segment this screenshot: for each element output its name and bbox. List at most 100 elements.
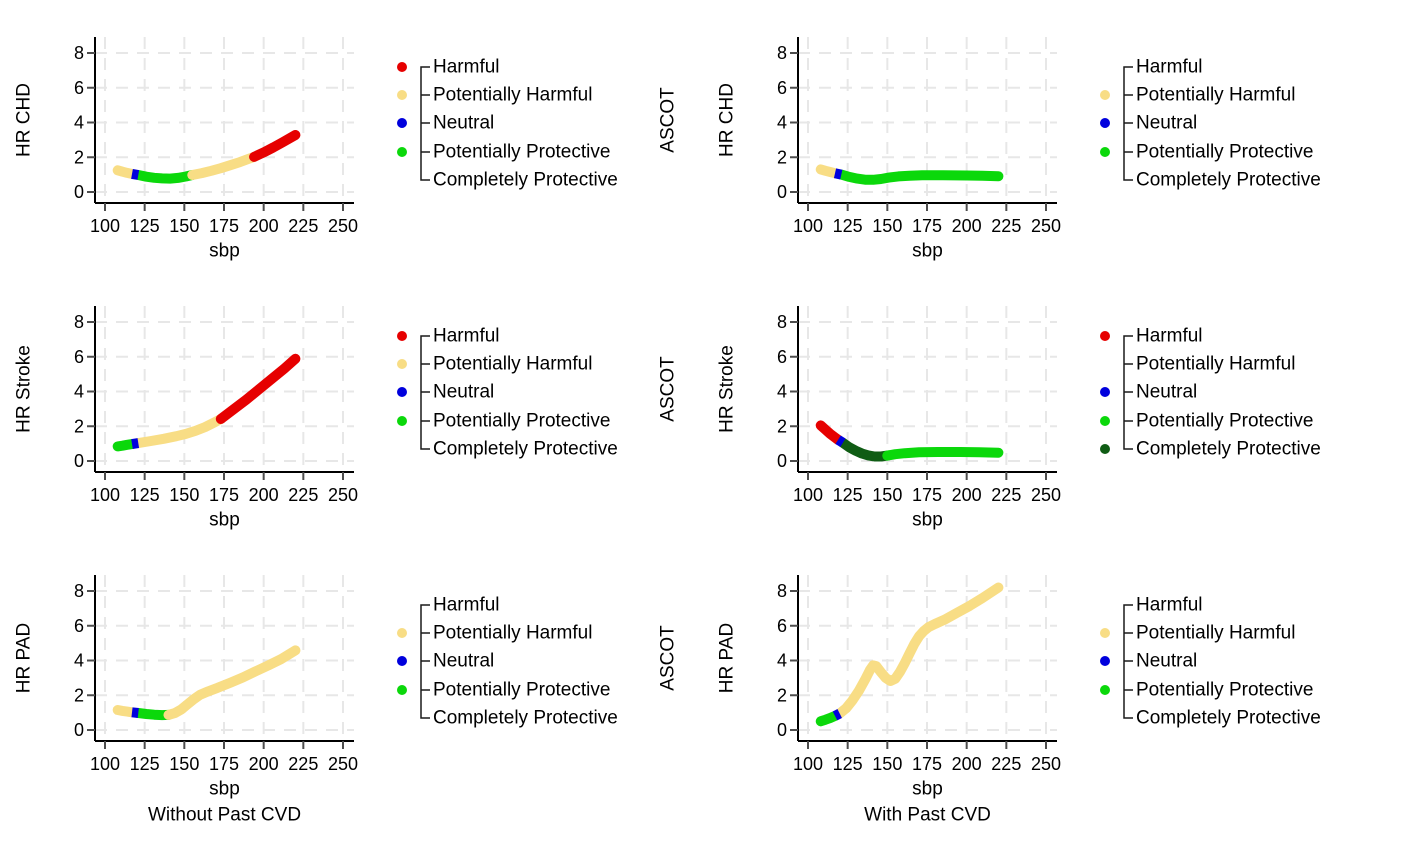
legend-label-neutral: Neutral — [1136, 113, 1197, 134]
legend-label-neutral: Neutral — [433, 382, 494, 403]
curve-segment-potentially_protective — [882, 447, 1004, 461]
row-side-label: ASCOT — [658, 356, 679, 422]
curve-segment-potentially_harmful — [834, 582, 1004, 719]
legend-marker-harmful — [1100, 331, 1110, 341]
x-tick-label-100: 100 — [793, 216, 823, 236]
curve-segment-potentially_harmful — [187, 151, 260, 180]
legend-label-completely_protective: Completely Protective — [433, 439, 618, 460]
y-tick-label-8: 8 — [74, 581, 84, 601]
chart-pad-with-past-cvd: 100 125 150 175 200 225 250 0 2 4 6 8 HR PAD sbp With … — [717, 575, 1321, 826]
legend-bracket — [1123, 604, 1133, 719]
legend-label-potentially_harmful: Potentially Harmful — [433, 354, 592, 375]
x-tick-label-125: 125 — [130, 216, 160, 236]
legend-marker-potentially_protective — [397, 147, 407, 157]
x-axis-title: sbp — [912, 779, 943, 800]
y-tick-label-0: 0 — [74, 720, 84, 740]
panel-chd-without-past-cvd: 100 125 150 175 200 225 250 0 2 4 6 8 HR CHD sbp ASCOT… — [0, 0, 700, 269]
legend-marker-potentially_harmful — [1100, 90, 1110, 100]
chart-pad-without-past-cvd: 100 125 150 175 200 225 250 0 2 4 6 8 HR PAD sbp Witho… — [14, 575, 679, 826]
legend-marker-harmful — [397, 62, 407, 72]
legend-label-potentially_protective: Potentially Protective — [1136, 142, 1313, 163]
x-axis-title: sbp — [912, 510, 943, 531]
y-tick-label-2: 2 — [777, 416, 787, 436]
x-tick-label-175: 175 — [912, 754, 942, 774]
curve-segment-potentially_harmful — [112, 165, 137, 179]
curve-segment-potentially_harmful — [133, 414, 226, 449]
chart-chd-with-past-cvd: 100 125 150 175 200 225 250 0 2 4 6 8 HR CHD sbp Harmf… — [717, 37, 1321, 262]
legend-label-neutral: Neutral — [1136, 651, 1197, 672]
x-tick-label-200: 200 — [249, 754, 279, 774]
y-tick-label-4: 4 — [74, 382, 84, 402]
legend-label-neutral: Neutral — [433, 651, 494, 672]
legend-label-harmful: Harmful — [433, 595, 500, 616]
x-tick-label-100: 100 — [90, 754, 120, 774]
legend-label-potentially_protective: Potentially Protective — [1136, 411, 1313, 432]
x-axis-title: sbp — [209, 779, 240, 800]
x-axis-title: sbp — [912, 241, 943, 262]
x-tick-label-125: 125 — [833, 216, 863, 236]
curve-segment-potentially_harmful — [163, 645, 301, 720]
y-tick-label-8: 8 — [777, 43, 787, 63]
column-group-label: With Past CVD — [864, 805, 991, 826]
curve-segment-neutral — [131, 168, 140, 180]
legend-bracket — [420, 335, 430, 450]
x-tick-label-225: 225 — [991, 485, 1021, 505]
row-side-label: ASCOT — [658, 625, 679, 691]
y-axis-title: HR PAD — [717, 623, 738, 693]
x-tick-label-200: 200 — [249, 216, 279, 236]
curve-segment-neutral — [131, 438, 140, 450]
x-tick-label-150: 150 — [872, 216, 902, 236]
y-tick-label-4: 4 — [777, 651, 787, 671]
x-tick-label-150: 150 — [872, 485, 902, 505]
y-tick-label-2: 2 — [74, 685, 84, 705]
x-tick-label-200: 200 — [249, 485, 279, 505]
panel-chd-with-past-cvd: 100 125 150 175 200 225 250 0 2 4 6 8 HR CHD sbp Harmf… — [703, 0, 1405, 269]
curve-segment-potentially_protective — [112, 439, 137, 452]
legend-marker-completely_protective — [1100, 444, 1110, 454]
y-tick-label-2: 2 — [777, 147, 787, 167]
legend-marker-potentially_harmful — [397, 628, 407, 638]
y-tick-label-8: 8 — [777, 581, 787, 601]
x-tick-label-150: 150 — [872, 754, 902, 774]
y-tick-label-8: 8 — [777, 312, 787, 332]
x-tick-label-250: 250 — [1031, 754, 1061, 774]
y-tick-label-6: 6 — [777, 616, 787, 636]
panel-stroke-without-past-cvd: 100 125 150 175 200 225 250 0 2 4 6 8 HR Stroke sbp AS… — [0, 269, 700, 538]
legend-label-potentially_harmful: Potentially Harmful — [1136, 623, 1295, 644]
curve-segment-harmful — [815, 420, 844, 445]
legend-marker-neutral — [397, 118, 407, 128]
y-tick-label-6: 6 — [74, 78, 84, 98]
legend-label-harmful: Harmful — [1136, 595, 1203, 616]
chart-chd-without-past-cvd: 100 125 150 175 200 225 250 0 2 4 6 8 HR CHD sbp ASCOT… — [14, 37, 679, 262]
legend-marker-neutral — [397, 387, 407, 397]
panel-pad-without-past-cvd: 100 125 150 175 200 225 250 0 2 4 6 8 HR PAD sbp Witho… — [0, 538, 700, 843]
x-tick-label-100: 100 — [793, 754, 823, 774]
y-tick-label-2: 2 — [74, 147, 84, 167]
x-tick-label-175: 175 — [209, 485, 239, 505]
legend-bracket — [420, 66, 430, 181]
y-tick-label-2: 2 — [74, 416, 84, 436]
y-axis-title: HR Stroke — [14, 345, 35, 433]
x-tick-label-225: 225 — [288, 485, 318, 505]
legend-marker-potentially_protective — [397, 685, 407, 695]
x-tick-label-250: 250 — [328, 754, 358, 774]
x-tick-label-250: 250 — [1031, 485, 1061, 505]
curve-segment-potentially_protective — [815, 710, 840, 727]
legend-label-potentially_harmful: Potentially Harmful — [1136, 354, 1295, 375]
legend-marker-potentially_protective — [397, 416, 407, 426]
y-tick-label-6: 6 — [777, 347, 787, 367]
y-tick-label-4: 4 — [74, 113, 84, 133]
y-tick-label-0: 0 — [74, 451, 84, 471]
legend-marker-neutral — [1100, 656, 1110, 666]
y-axis-title: HR PAD — [14, 623, 35, 693]
x-tick-label-125: 125 — [130, 754, 160, 774]
legend-label-completely_protective: Completely Protective — [433, 170, 618, 191]
legend-marker-potentially_harmful — [397, 359, 407, 369]
curve-segment-completely_protective — [837, 437, 893, 462]
x-tick-label-200: 200 — [952, 216, 982, 236]
legend-bracket — [1123, 335, 1133, 450]
x-tick-label-225: 225 — [991, 754, 1021, 774]
y-tick-label-0: 0 — [777, 451, 787, 471]
curve-segment-harmful — [215, 353, 301, 424]
y-tick-label-4: 4 — [777, 382, 787, 402]
